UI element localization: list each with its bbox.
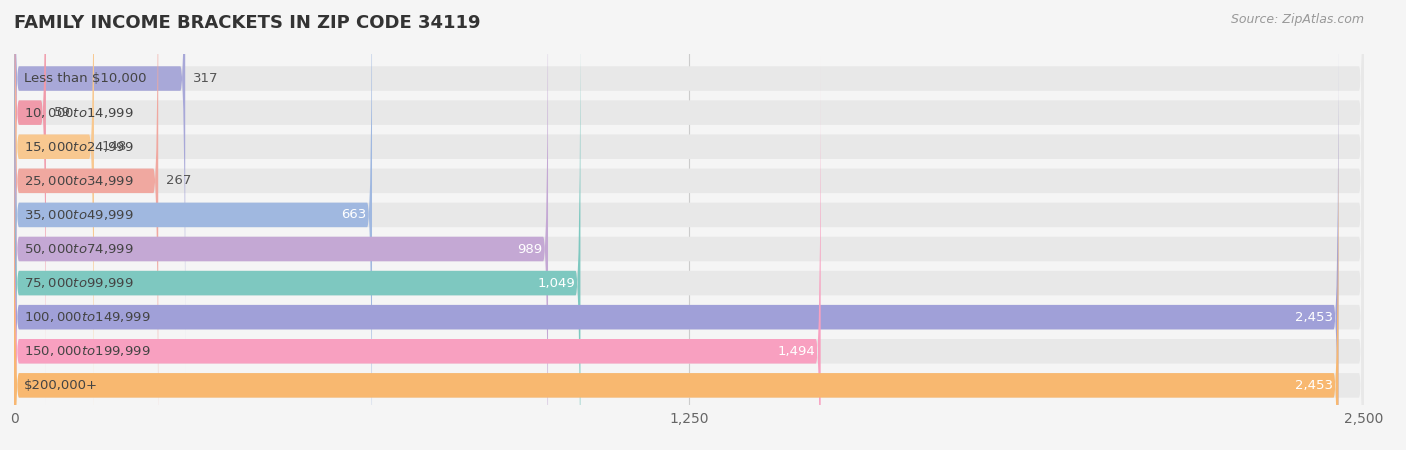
Text: $100,000 to $149,999: $100,000 to $149,999 <box>24 310 150 324</box>
Text: 1,049: 1,049 <box>537 277 575 290</box>
Text: $50,000 to $74,999: $50,000 to $74,999 <box>24 242 134 256</box>
FancyBboxPatch shape <box>14 0 1364 450</box>
FancyBboxPatch shape <box>14 22 1364 450</box>
FancyBboxPatch shape <box>14 0 1364 450</box>
Text: 663: 663 <box>342 208 367 221</box>
FancyBboxPatch shape <box>14 22 1339 450</box>
Text: 59: 59 <box>53 106 70 119</box>
Text: 267: 267 <box>166 174 191 187</box>
FancyBboxPatch shape <box>14 91 1364 450</box>
FancyBboxPatch shape <box>14 0 159 450</box>
Text: $15,000 to $24,999: $15,000 to $24,999 <box>24 140 134 154</box>
Text: $10,000 to $14,999: $10,000 to $14,999 <box>24 106 134 120</box>
FancyBboxPatch shape <box>14 0 373 450</box>
Text: Less than $10,000: Less than $10,000 <box>24 72 146 85</box>
FancyBboxPatch shape <box>14 0 548 450</box>
FancyBboxPatch shape <box>14 0 186 373</box>
FancyBboxPatch shape <box>14 57 1364 450</box>
FancyBboxPatch shape <box>14 0 1364 407</box>
Text: FAMILY INCOME BRACKETS IN ZIP CODE 34119: FAMILY INCOME BRACKETS IN ZIP CODE 34119 <box>14 14 481 32</box>
FancyBboxPatch shape <box>14 0 1364 373</box>
FancyBboxPatch shape <box>14 0 581 450</box>
Text: 989: 989 <box>517 243 543 256</box>
Text: 148: 148 <box>101 140 127 153</box>
FancyBboxPatch shape <box>14 0 1364 450</box>
FancyBboxPatch shape <box>14 0 1364 450</box>
Text: 2,453: 2,453 <box>1295 310 1333 324</box>
Text: 1,494: 1,494 <box>778 345 815 358</box>
FancyBboxPatch shape <box>14 57 821 450</box>
FancyBboxPatch shape <box>14 91 1339 450</box>
FancyBboxPatch shape <box>14 0 1364 441</box>
Text: $25,000 to $34,999: $25,000 to $34,999 <box>24 174 134 188</box>
Text: $200,000+: $200,000+ <box>24 379 98 392</box>
Text: $35,000 to $49,999: $35,000 to $49,999 <box>24 208 134 222</box>
Text: 2,453: 2,453 <box>1295 379 1333 392</box>
FancyBboxPatch shape <box>14 0 46 407</box>
FancyBboxPatch shape <box>14 0 94 441</box>
Text: 317: 317 <box>193 72 218 85</box>
Text: $150,000 to $199,999: $150,000 to $199,999 <box>24 344 150 358</box>
Text: Source: ZipAtlas.com: Source: ZipAtlas.com <box>1230 14 1364 27</box>
Text: $75,000 to $99,999: $75,000 to $99,999 <box>24 276 134 290</box>
